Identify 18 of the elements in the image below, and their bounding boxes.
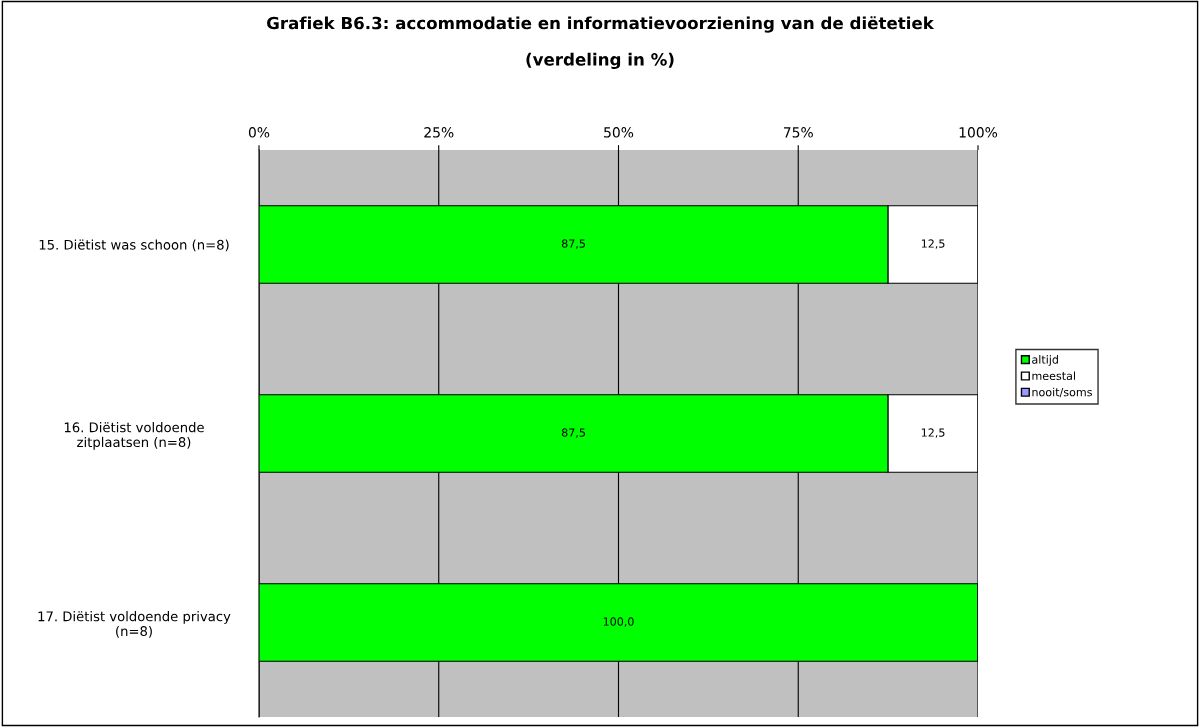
x-tick-label: 25% bbox=[424, 127, 454, 138]
data-label: 100,0 bbox=[603, 617, 634, 627]
data-label: 12,5 bbox=[921, 239, 945, 249]
legend-label: nooit/soms bbox=[1032, 387, 1092, 398]
x-tick-label: 75% bbox=[783, 127, 813, 138]
y-tick-label: 17. Diëtist voldoende privacy (n=8) bbox=[38, 611, 231, 638]
x-tick-label: 100% bbox=[959, 127, 998, 138]
y-tick-label: 16. Diëtist voldoende zitplaatsen (n=8) bbox=[64, 422, 204, 450]
legend-label: meestal bbox=[1032, 371, 1075, 381]
x-tick-label: 50% bbox=[604, 127, 634, 138]
y-tick-label: 15. Diëtist was schoon (n=8) bbox=[39, 239, 229, 252]
data-label: 87,5 bbox=[561, 239, 585, 249]
data-label: 12,5 bbox=[921, 428, 945, 438]
x-tick-label: 0% bbox=[248, 127, 270, 138]
data-label: 87,5 bbox=[561, 428, 585, 438]
chart-title: Grafiek B6.3: accommodatie en informatievoorziening van de diëtetiek bbox=[267, 16, 935, 33]
chart-subtitle: (verdeling in %) bbox=[526, 52, 674, 70]
legend-label: altijd bbox=[1032, 355, 1058, 366]
